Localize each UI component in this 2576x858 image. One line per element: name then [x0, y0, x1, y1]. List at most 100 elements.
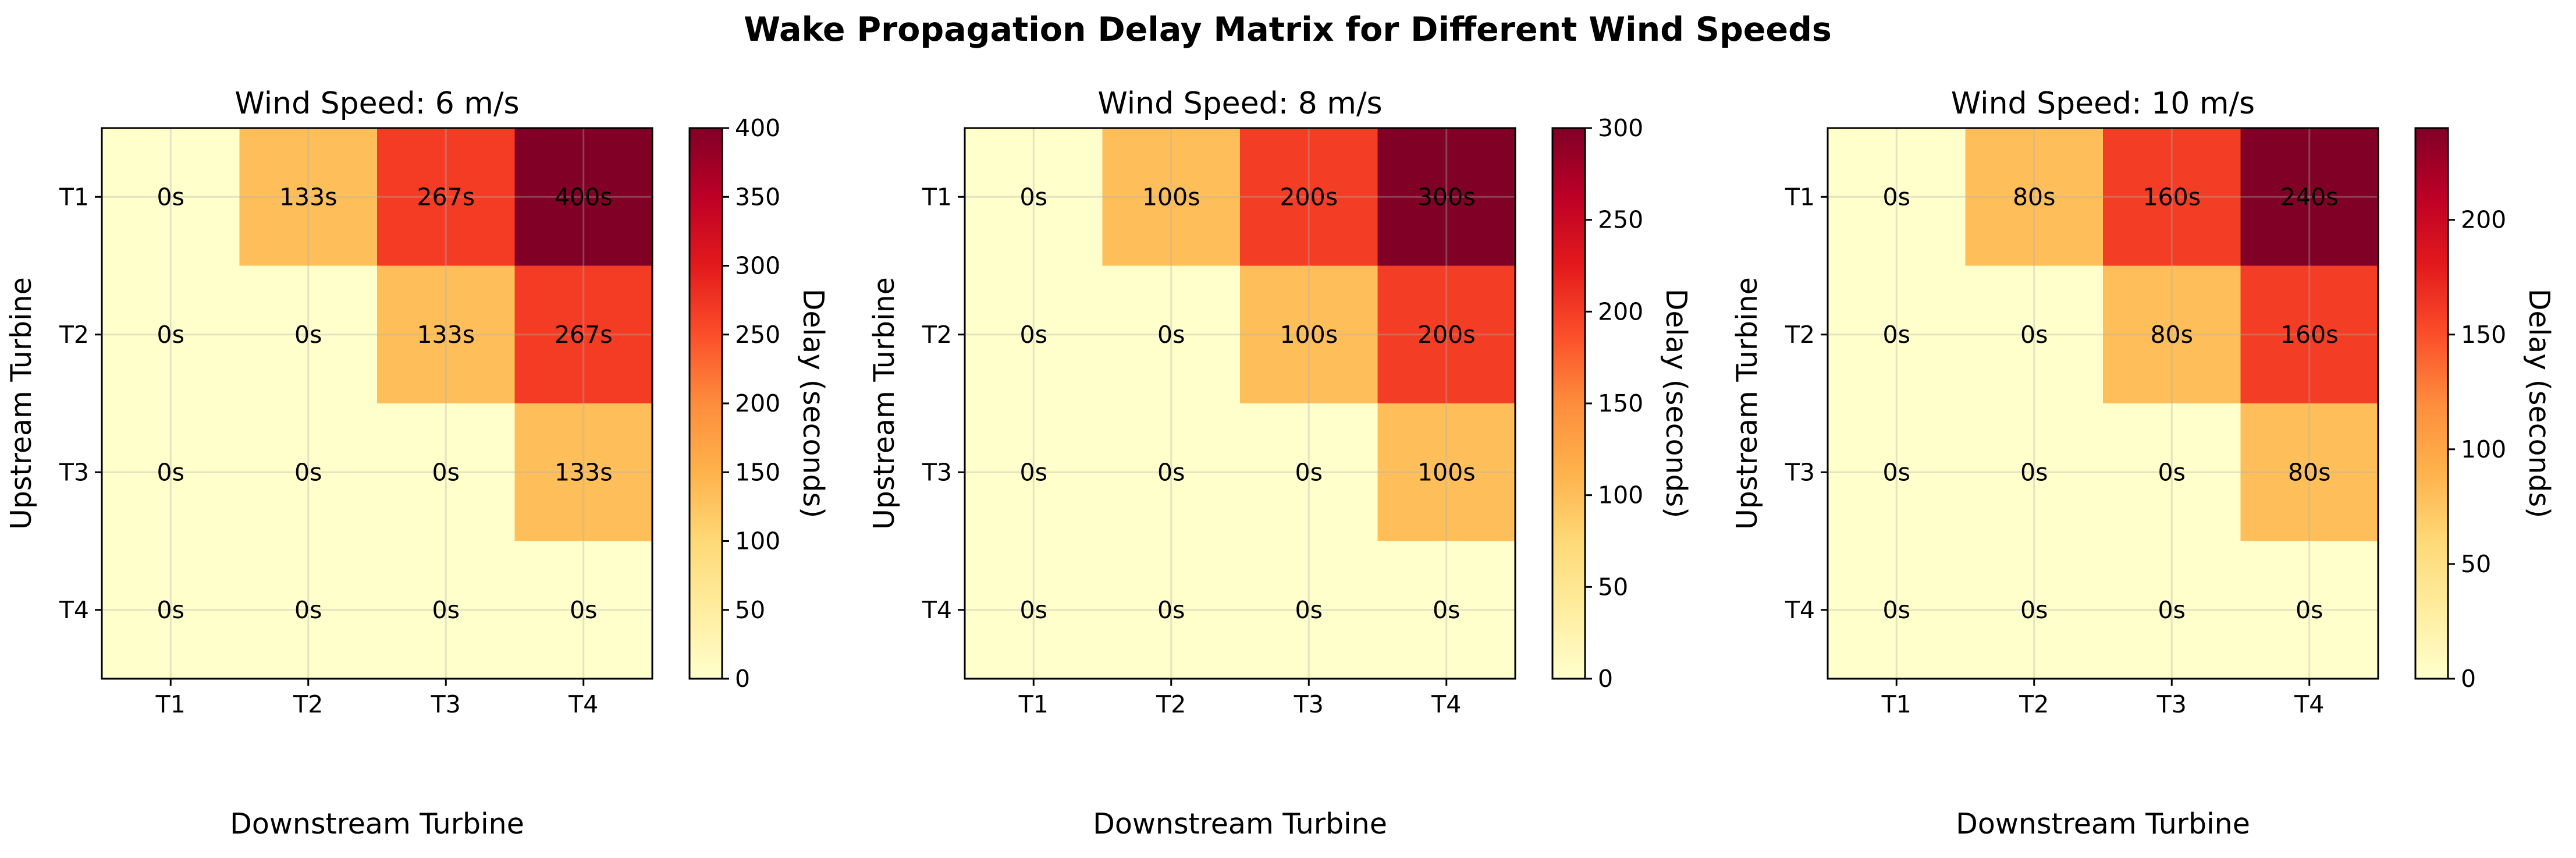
cell-value-label: 0s — [1295, 596, 1323, 624]
cell-value-label: 400s — [555, 183, 613, 211]
cell-value-label: 0s — [2020, 596, 2048, 624]
y-tick-label: T3 — [922, 458, 952, 486]
y-tick-label: T2 — [1785, 321, 1815, 349]
cell-value-label: 0s — [1433, 596, 1460, 624]
cell-value-label: 0s — [2296, 596, 2323, 624]
panel-title: Wind Speed: 8 m/s — [1097, 86, 1382, 121]
y-axis-label: Upstream Turbine — [5, 277, 38, 530]
heatmap-panel-3: 0s 80s 160s 240s 0s 0s 80s 160s 0s 0s 0s 80s 0s 0s 0s 0… — [1731, 86, 2556, 841]
cell-value-label: 0s — [2020, 458, 2048, 486]
cell-value-label: 0s — [157, 183, 184, 211]
y-tick-label: T4 — [922, 596, 952, 624]
colorbar-tick-label: 50 — [1598, 573, 1628, 601]
colorbar-tick-label: 250 — [735, 321, 780, 349]
heatmap-cell — [2103, 265, 2241, 404]
cell-value-label: 0s — [1883, 458, 1910, 486]
colorbar-tick-label: 200 — [1598, 297, 1643, 325]
y-tick-label: T4 — [1785, 596, 1815, 624]
heatmap-cell — [1965, 541, 2104, 679]
y-axis-label: Upstream Turbine — [1731, 277, 1764, 530]
cell-value-label: 0s — [2158, 458, 2186, 486]
colorbar-label: Delay (seconds) — [797, 289, 830, 519]
cell-value-label: 133s — [417, 321, 475, 349]
heatmap-cell — [965, 541, 1103, 679]
heatmap-cell — [1240, 541, 1378, 679]
cell-value-label: 200s — [1417, 321, 1476, 349]
cell-value-label: 0s — [1020, 183, 1047, 211]
cell-value-label: 0s — [157, 321, 184, 349]
cell-value-label: 80s — [2288, 458, 2331, 486]
heatmap-cell — [102, 403, 240, 541]
cell-value-label: 100s — [1280, 321, 1338, 349]
cell-value-label: 0s — [1020, 321, 1047, 349]
colorbar-tick-label: 300 — [735, 252, 780, 280]
y-tick-label: T4 — [59, 596, 89, 624]
heatmap-cell — [1377, 403, 1516, 541]
heatmap-cell — [1828, 541, 1966, 679]
heatmap-cell — [2240, 541, 2379, 679]
heatmap-cell — [239, 128, 378, 266]
cell-value-label: 0s — [570, 596, 597, 624]
heatmap-cell — [1965, 403, 2104, 541]
y-tick-label: T1 — [922, 183, 952, 211]
colorbar-tick-label: 50 — [735, 596, 765, 624]
heatmap-cell — [1828, 265, 1966, 404]
heatmap-cell — [377, 403, 515, 541]
plot-frame — [101, 127, 653, 680]
cell-value-label: 80s — [2013, 183, 2056, 211]
x-tick-label: T4 — [1431, 690, 1461, 718]
plot-frame — [1827, 127, 2379, 680]
heatmap-cell — [2103, 541, 2241, 679]
heatmap-cell — [1828, 403, 1966, 541]
heatmap-cell — [2240, 128, 2379, 266]
x-tick-label: T1 — [155, 690, 186, 718]
y-tick-label: T3 — [1785, 458, 1815, 486]
y-axis-label: Upstream Turbine — [868, 277, 901, 530]
heatmap-cell — [514, 541, 653, 679]
heatmap-cell — [965, 265, 1103, 404]
colorbar-tick-label: 0 — [2461, 665, 2476, 693]
cell-value-label: 133s — [279, 183, 337, 211]
heatmap-cell — [965, 403, 1103, 541]
heatmap-cell — [1102, 265, 1241, 404]
colorbar-label: Delay (seconds) — [1660, 289, 1693, 519]
heatmap-cell — [1377, 541, 1516, 679]
colorbar — [2414, 127, 2449, 680]
y-tick-label: T2 — [922, 321, 952, 349]
x-tick-label: T2 — [293, 690, 323, 718]
x-tick-label: T3 — [1294, 690, 1324, 718]
colorbar-tick-label: 100 — [1598, 481, 1643, 509]
heatmap-cell — [1240, 265, 1378, 404]
cell-value-label: 160s — [2142, 183, 2201, 211]
y-tick-label: T3 — [59, 458, 89, 486]
heatmap-panel-1: 0s 133s 267s 400s 0s 0s 133s 267s 0s 0s 0s 133s 0s 0s… — [5, 86, 830, 841]
heatmap-cell — [102, 541, 240, 679]
cell-value-label: 0s — [1883, 321, 1910, 349]
x-tick-label: T3 — [431, 690, 461, 718]
heatmap-cell — [377, 265, 515, 404]
cell-value-label: 133s — [555, 458, 613, 486]
cell-value-label: 0s — [1157, 458, 1185, 486]
heatmap-cell — [1102, 128, 1241, 266]
cell-value-label: 0s — [432, 458, 460, 486]
cell-value-label: 0s — [1295, 458, 1323, 486]
colorbar-tick-label: 50 — [2461, 550, 2491, 578]
x-tick-label: T4 — [568, 690, 598, 718]
figure-title: Wake Propagation Delay Matrix for Differ… — [744, 10, 1832, 49]
heatmap-cell — [239, 403, 378, 541]
colorbar — [1551, 127, 1586, 680]
colorbar-tick-label: 300 — [1598, 114, 1643, 142]
heatmap-cell — [102, 128, 240, 266]
heatmap-cell — [239, 541, 378, 679]
y-tick-label: T2 — [59, 321, 89, 349]
cell-value-label: 0s — [294, 596, 322, 624]
heatmap-cell — [514, 265, 653, 404]
colorbar-tick-label: 0 — [735, 665, 750, 693]
colorbar-tick-label: 250 — [1598, 206, 1643, 234]
colorbar-tick-label: 100 — [735, 527, 780, 555]
cell-value-label: 240s — [2280, 183, 2339, 211]
heatmap-cell — [1828, 128, 1966, 266]
cell-value-label: 200s — [1280, 183, 1338, 211]
